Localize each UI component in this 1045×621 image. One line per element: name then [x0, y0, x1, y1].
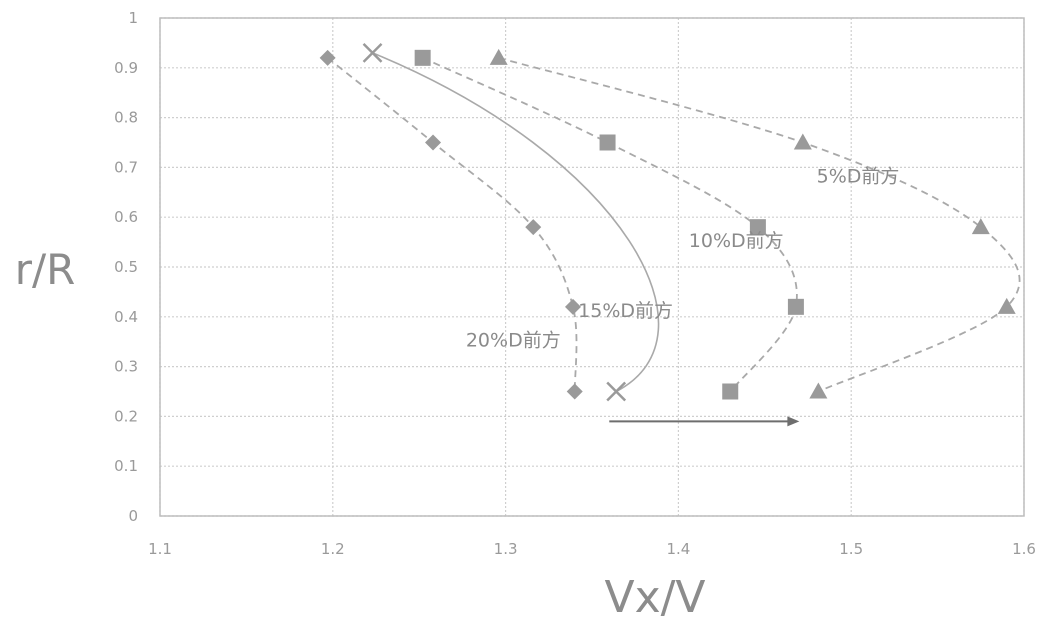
x-tick-label: 1.2 — [321, 540, 345, 558]
series-line-0 — [327, 57, 578, 392]
series-line-3 — [498, 56, 1021, 393]
annotation-label: 10%D前方 — [689, 230, 784, 252]
annotation-label: 15%D前方 — [578, 300, 673, 322]
data-point-triangle — [809, 382, 828, 399]
arrow-head — [787, 416, 800, 427]
data-point-square — [414, 49, 431, 66]
x-tick-label: 1.1 — [148, 540, 172, 558]
x-axis-title: Vx/V — [604, 572, 705, 621]
data-point-diamond — [564, 298, 581, 315]
y-tick-label: 0.5 — [114, 258, 138, 276]
data-point-triangle — [971, 218, 990, 235]
y-tick-label: 0.1 — [114, 457, 138, 475]
plot-frame — [159, 17, 1025, 517]
y-tick-label: 0 — [128, 507, 138, 525]
x-tick-labels: 1.1 1.2 1.3 1.4 1.5 1.6 — [148, 540, 1036, 558]
y-tick-label: 0.7 — [114, 158, 138, 176]
data-point-diamond — [525, 219, 542, 236]
data-point-x — [606, 381, 627, 402]
y-tick-label: 0.3 — [114, 358, 138, 376]
x-tick-label: 1.5 — [839, 540, 863, 558]
series-line-1 — [372, 52, 660, 393]
data-point-square — [599, 134, 616, 151]
y-tick-label: 1 — [128, 9, 138, 27]
y-tick-label: 0.2 — [114, 407, 138, 425]
y-tick-label: 0.6 — [114, 208, 138, 226]
data-point-triangle — [489, 48, 508, 65]
y-tick-label: 0.8 — [114, 109, 138, 127]
curves — [327, 52, 1021, 393]
data-point-diamond — [319, 49, 336, 66]
data-point-diamond — [425, 134, 442, 151]
y-tick-label: 0.9 — [114, 59, 138, 77]
x-tick-label: 1.3 — [494, 540, 518, 558]
data-point-x — [362, 42, 383, 63]
x-tick-label: 1.6 — [1012, 540, 1036, 558]
data-point-square — [722, 383, 739, 400]
data-point-triangle — [793, 133, 812, 150]
annotation-label: 20%D前方 — [466, 330, 561, 352]
annotation-label: 5%D前方 — [817, 165, 900, 187]
y-tick-label: 0.4 — [114, 308, 138, 326]
x-tick-label: 1.4 — [666, 540, 690, 558]
annotations: 5%D前方 10%D前方 15%D前方 20%D前方 — [466, 165, 900, 351]
data-point-square — [749, 219, 766, 236]
markers — [319, 42, 1016, 402]
y-tick-labels: 0 0.1 0.2 0.3 0.4 0.5 0.6 0.7 0.8 0.9 1 — [114, 9, 138, 525]
arrow — [609, 416, 800, 427]
grid — [159, 17, 1025, 517]
data-point-triangle — [997, 297, 1016, 314]
data-point-diamond — [566, 383, 583, 400]
series-line-2 — [422, 57, 798, 393]
y-axis-title: r/R — [15, 245, 76, 294]
data-point-square — [787, 298, 804, 315]
